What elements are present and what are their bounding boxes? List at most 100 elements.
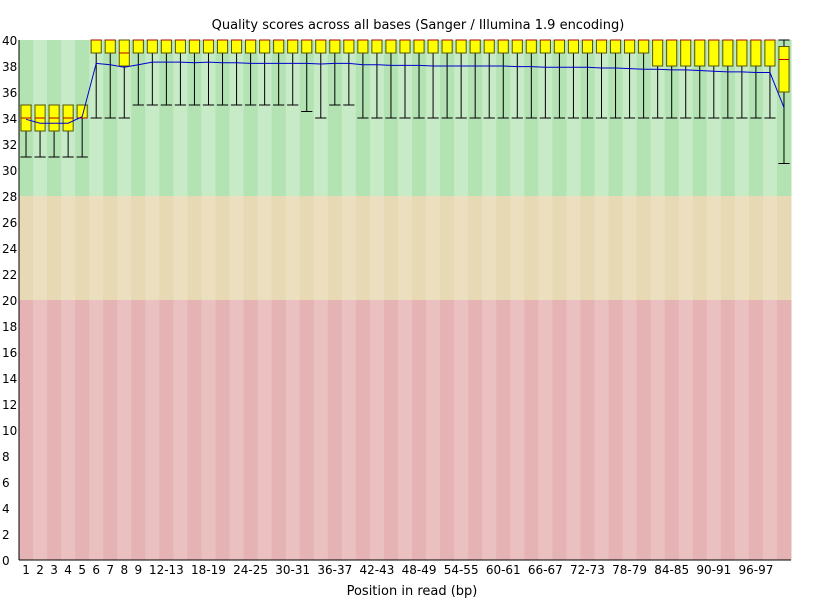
x-tick-label: 48-49 <box>402 563 437 577</box>
x-tick-label: 1 <box>22 563 30 577</box>
quartile-box <box>329 39 341 54</box>
quartile-box <box>273 39 285 54</box>
band-poor-stripe <box>61 300 76 560</box>
band-reasonable-stripe <box>159 196 174 300</box>
quartile-box <box>778 46 790 93</box>
band-good-stripe <box>341 40 357 196</box>
band-reasonable-stripe <box>650 196 666 300</box>
band-reasonable-stripe <box>692 196 708 300</box>
quartile-box <box>399 39 411 54</box>
band-good-stripe <box>173 40 188 196</box>
quartile-box <box>609 39 622 54</box>
quartile-box <box>231 39 243 54</box>
mean-line-layer <box>25 61 785 124</box>
y-tick-label: 22 <box>2 268 17 282</box>
x-tick-label: 18-19 <box>191 563 226 577</box>
band-good-stripe <box>187 40 202 196</box>
y-tick-label: 26 <box>2 216 17 230</box>
quartile-box <box>343 39 355 54</box>
band-reasonable-stripe <box>524 196 539 300</box>
band-reasonable-stripe <box>145 196 160 300</box>
band-poor-stripe <box>594 300 610 560</box>
band-reasonable-stripe <box>608 196 624 300</box>
x-tick-label: 36-37 <box>317 563 352 577</box>
quartile-box <box>174 39 186 54</box>
chart-title: Quality scores across all bases (Sanger … <box>212 18 625 33</box>
x-tick-label: 2 <box>36 563 44 577</box>
x-tick-label: 84-85 <box>654 563 689 577</box>
band-poor-stripe <box>173 300 188 560</box>
band-reasonable-stripe <box>454 196 469 300</box>
quartile-box <box>624 39 636 54</box>
band-poor-stripe <box>566 300 581 560</box>
y-tick-label: 2 <box>2 528 10 542</box>
x-tick-label: 6 <box>92 563 100 577</box>
band-poor-stripe <box>622 300 638 560</box>
band-poor-stripe <box>524 300 539 560</box>
quartile-box <box>245 39 257 54</box>
band-poor-stripe <box>720 300 736 560</box>
x-ticks: 1 2 3 4 5 6 7 8 9 12-13 18-19 24-25 30-31 36-37 42-43 4… <box>22 563 773 577</box>
band-reasonable-stripe <box>678 196 694 300</box>
quartile-box <box>722 39 734 67</box>
band-reasonable-stripe <box>762 196 778 300</box>
x-tick-label: 3 <box>50 563 58 577</box>
quartile-box <box>595 39 608 54</box>
band-poor-stripe <box>552 300 567 560</box>
band-poor-stripe <box>636 300 652 560</box>
x-tick-label: 78-79 <box>612 563 647 577</box>
band-poor-stripe <box>229 300 245 560</box>
band-reasonable-stripe <box>496 196 511 300</box>
band-poor-stripe <box>580 300 595 560</box>
band-reasonable-stripe <box>355 196 371 300</box>
band-poor-stripe <box>145 300 160 560</box>
band-reasonable-stripe <box>776 196 792 300</box>
band-poor-stripe <box>650 300 666 560</box>
band-reasonable-stripe <box>131 196 146 300</box>
band-reasonable-stripe <box>706 196 722 300</box>
band-reasonable-stripe <box>75 196 90 300</box>
band-good-stripe <box>229 40 245 196</box>
band-poor-stripe <box>608 300 624 560</box>
y-tick-label: 28 <box>2 190 17 204</box>
quartile-box <box>371 39 383 54</box>
band-reasonable-stripe <box>61 196 76 300</box>
band-poor-stripe <box>678 300 694 560</box>
quartile-box <box>666 39 678 67</box>
band-poor-stripe <box>187 300 202 560</box>
x-tick-label: 12-13 <box>149 563 184 577</box>
quartile-box <box>188 39 201 54</box>
band-poor-stripe <box>327 300 343 560</box>
band-good-stripe <box>145 40 160 196</box>
y-tick-label: 10 <box>2 424 17 438</box>
band-poor-stripe <box>706 300 722 560</box>
medians <box>20 39 790 119</box>
quality-bands <box>19 40 792 560</box>
quartile-box <box>202 39 215 54</box>
quartile-box <box>581 39 594 54</box>
band-poor-stripe <box>397 300 413 560</box>
quartile-box <box>287 39 299 54</box>
x-tick-label: 96-97 <box>738 563 773 577</box>
band-reasonable-stripe <box>327 196 343 300</box>
x-tick-label: 7 <box>106 563 114 577</box>
band-reasonable-stripe <box>594 196 610 300</box>
band-reasonable-stripe <box>33 196 48 300</box>
band-good-stripe <box>243 40 259 196</box>
quartile-box <box>553 39 565 54</box>
band-reasonable-stripe <box>426 196 441 300</box>
quartile-box <box>441 39 453 54</box>
y-tick-label: 40 <box>2 34 17 48</box>
mean-line <box>25 61 785 124</box>
band-poor-stripe <box>482 300 497 560</box>
band-poor-stripe <box>762 300 778 560</box>
y-tick-label: 0 <box>2 554 10 568</box>
band-reasonable-stripe <box>47 196 62 300</box>
band-poor-stripe <box>734 300 750 560</box>
band-reasonable-stripe <box>552 196 567 300</box>
y-tick-label: 8 <box>2 450 10 464</box>
band-poor-stripe <box>89 300 104 560</box>
y-tick-label: 14 <box>2 372 17 386</box>
band-poor-stripe <box>19 300 34 560</box>
